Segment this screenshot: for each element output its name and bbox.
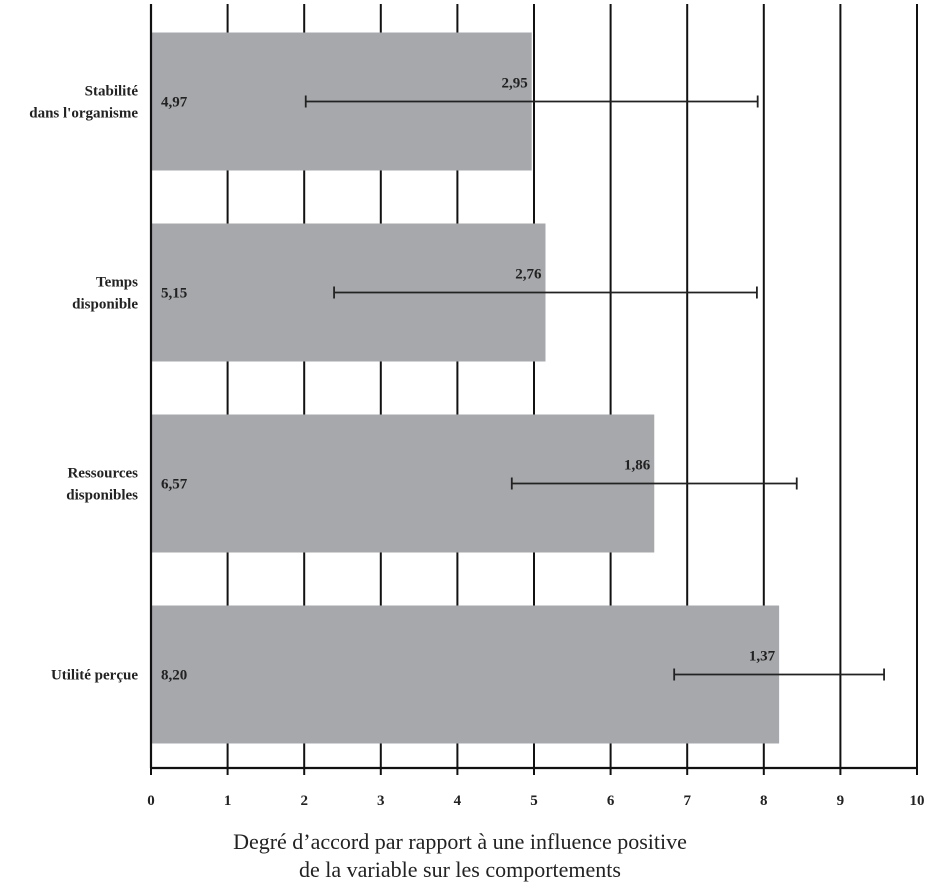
sd-label-0: 2,95 [501,76,527,92]
x-axis-title: Degré d’accord par rapport à une influen… [150,828,770,884]
category-label-0-line-0: Stabilité [85,84,139,100]
x-tick-label-9: 9 [837,793,845,809]
x-tick-label-3: 3 [377,793,385,809]
error-bars [304,95,885,681]
value-label-1: 5,15 [161,286,187,302]
value-label-0: 4,97 [161,95,188,111]
labels: 4,97 2,95 Stabilité dans l'organisme 5,15 2,7… [29,76,775,684]
x-tick-label-10: 10 [910,793,925,809]
category-label-2: Ressources disponibles [66,466,138,504]
category-label-1: Temps disponible [72,275,138,313]
sd-label-1: 2,76 [515,267,542,283]
category-label-1-line-0: Temps [96,275,138,291]
axes: 0 1 2 3 4 5 6 7 8 9 10 [147,4,925,809]
x-tick-label-6: 6 [607,793,615,809]
category-label-2-line-0: Ressources [67,466,138,482]
x-tick-label-8: 8 [760,793,768,809]
x-tick-label-0: 0 [147,793,155,809]
category-label-1-line-1: disponible [72,297,138,313]
x-tick-label-2: 2 [300,793,308,809]
x-tick-label-1: 1 [224,793,232,809]
bars [151,32,780,744]
category-label-0-line-1: dans l'organisme [29,106,138,122]
category-label-0: Stabilité dans l'organisme [29,84,138,122]
sd-label-3: 1,37 [749,649,776,665]
x-tick-label-5: 5 [530,793,538,809]
x-axis-title-line-1: Degré d’accord par rapport à une influen… [233,829,687,854]
x-tick-label-7: 7 [683,793,691,809]
value-label-2: 6,57 [161,477,188,493]
sd-label-2: 1,86 [624,458,651,474]
category-label-2-line-1: disponibles [66,488,138,504]
category-label-3: Utilité perçue [51,668,138,684]
x-tick-label-4: 4 [454,793,462,809]
value-label-3: 8,20 [161,668,187,684]
x-axis-title-line-2: de la variable sur les comportements [299,857,621,882]
category-label-3-line-0: Utilité perçue [51,668,138,684]
